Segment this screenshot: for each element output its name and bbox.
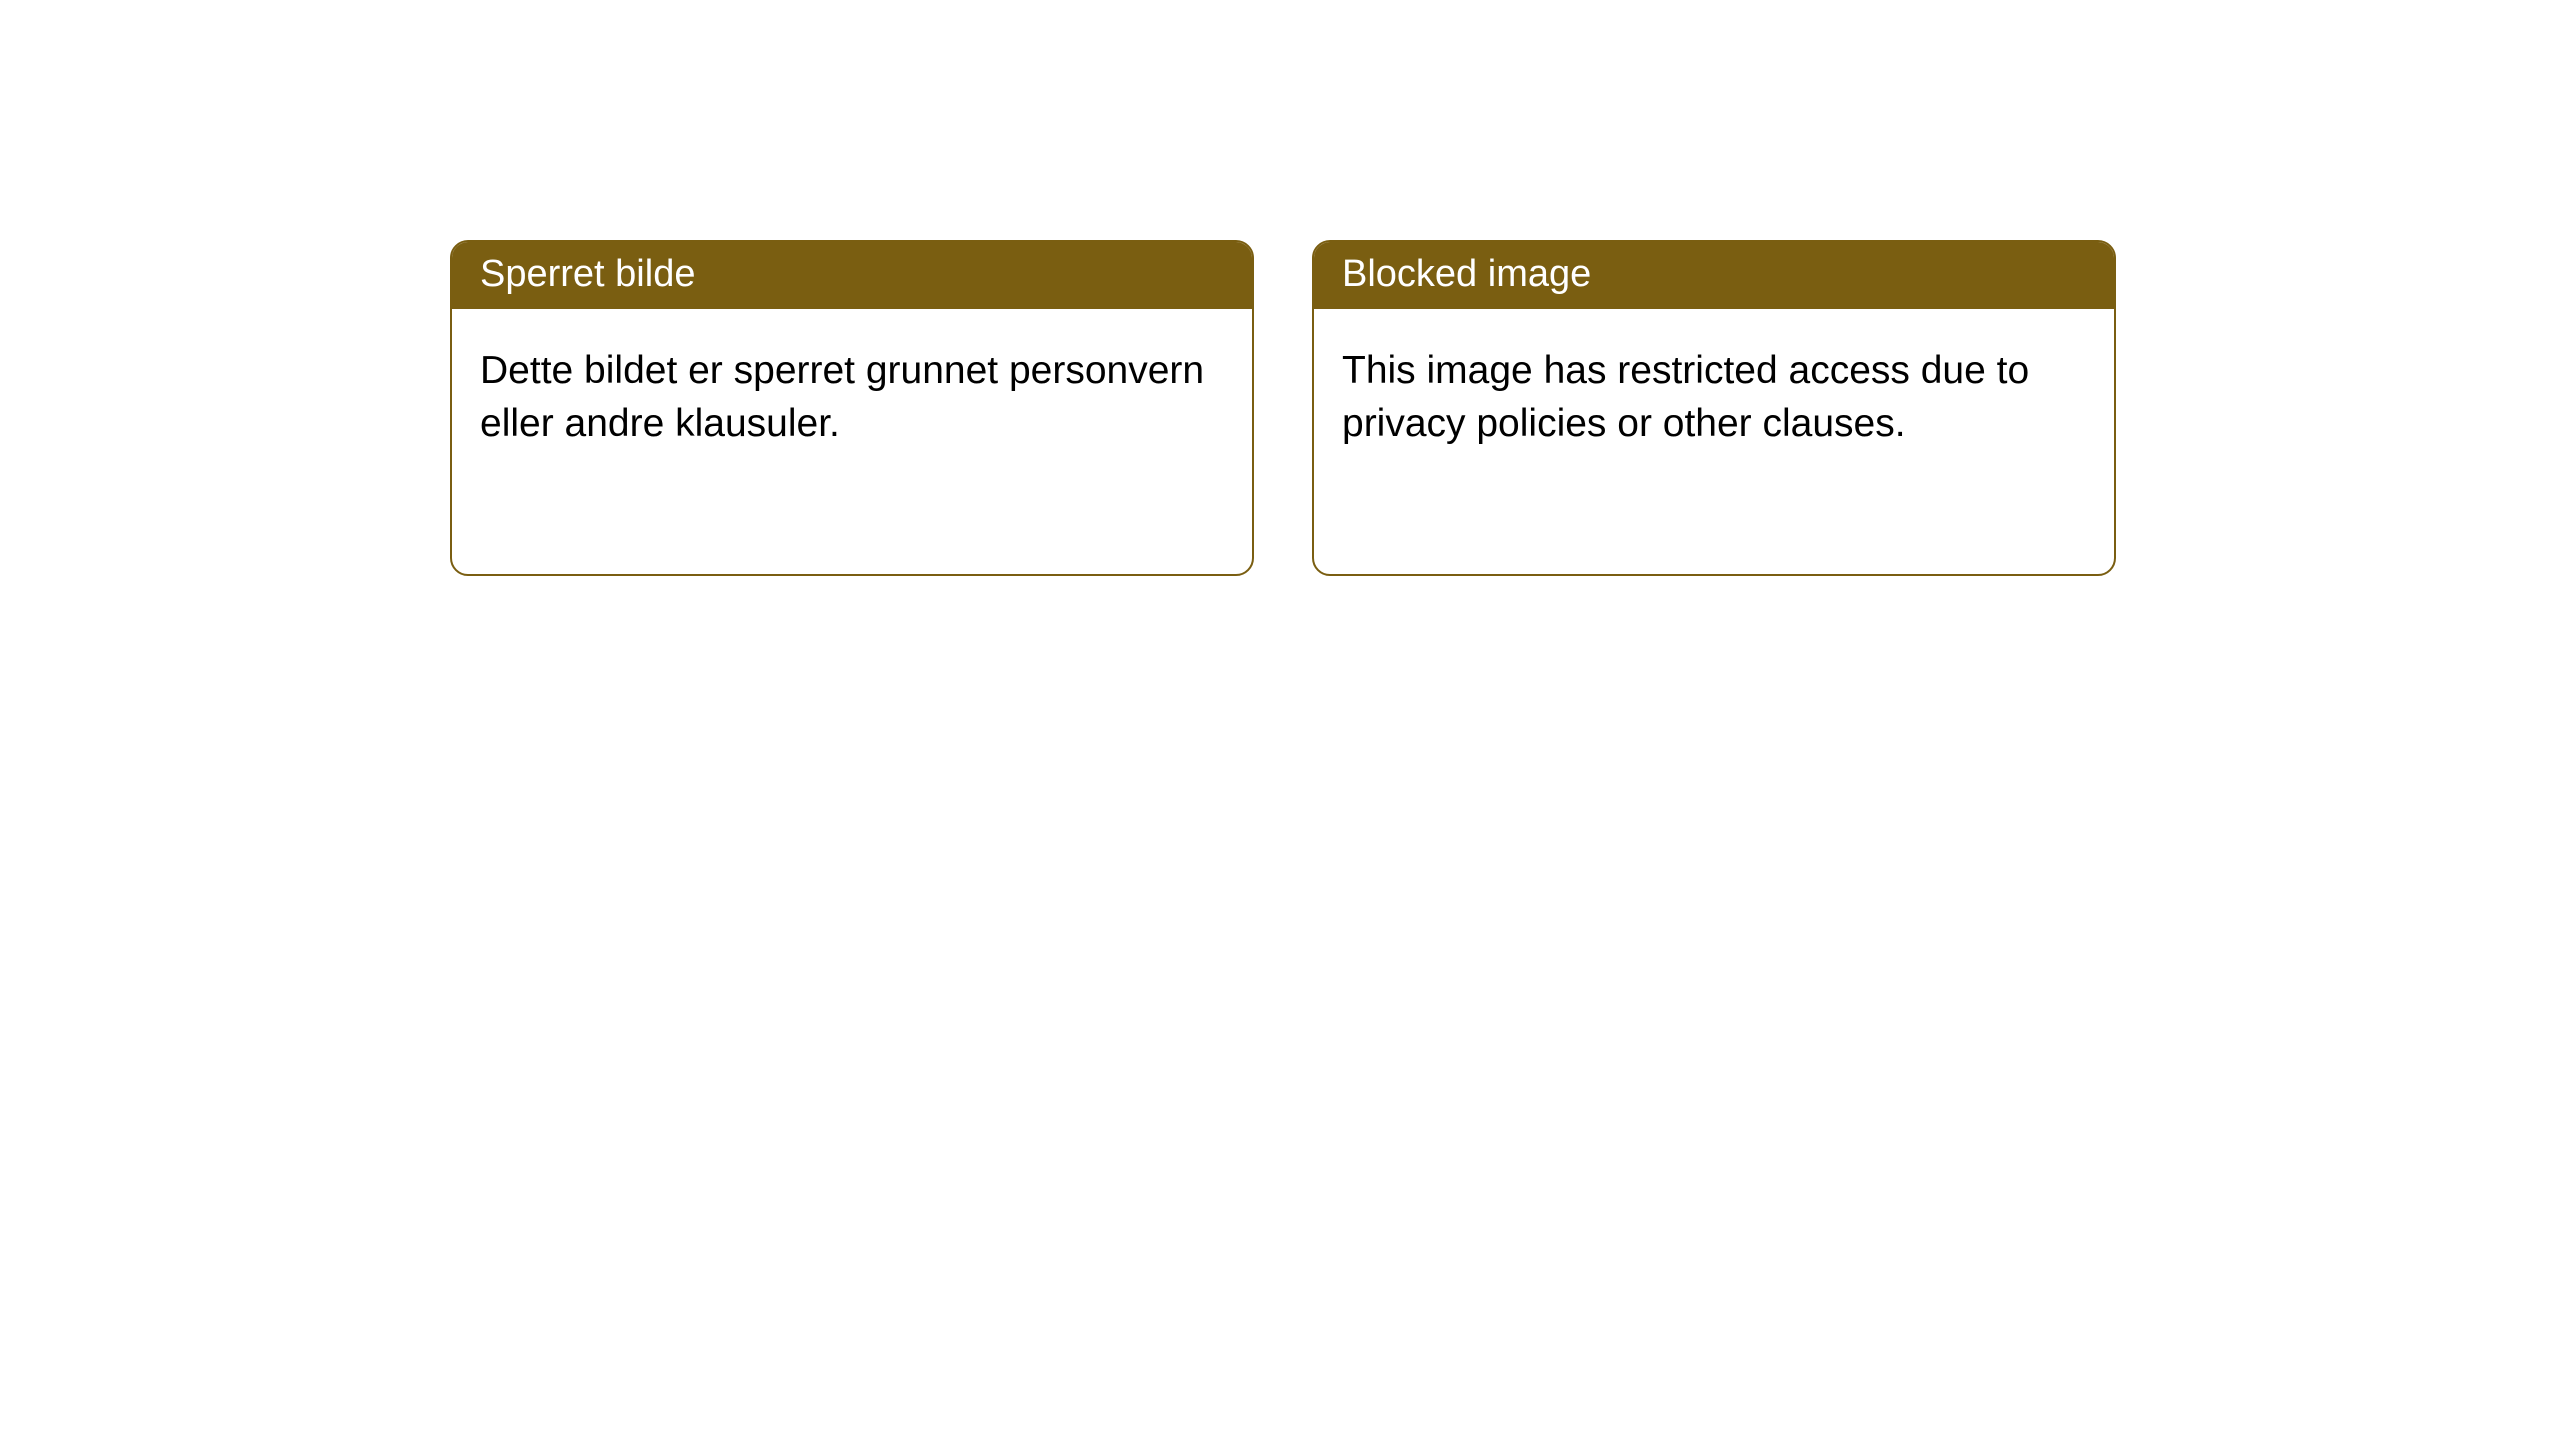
notice-header: Sperret bilde: [452, 242, 1252, 309]
notice-header: Blocked image: [1314, 242, 2114, 309]
notice-body: This image has restricted access due to …: [1314, 309, 2114, 478]
notice-card-english: Blocked image This image has restricted …: [1312, 240, 2116, 576]
notice-card-norwegian: Sperret bilde Dette bildet er sperret gr…: [450, 240, 1254, 576]
notice-body: Dette bildet er sperret grunnet personve…: [452, 309, 1252, 478]
notice-container: Sperret bilde Dette bildet er sperret gr…: [0, 0, 2560, 576]
